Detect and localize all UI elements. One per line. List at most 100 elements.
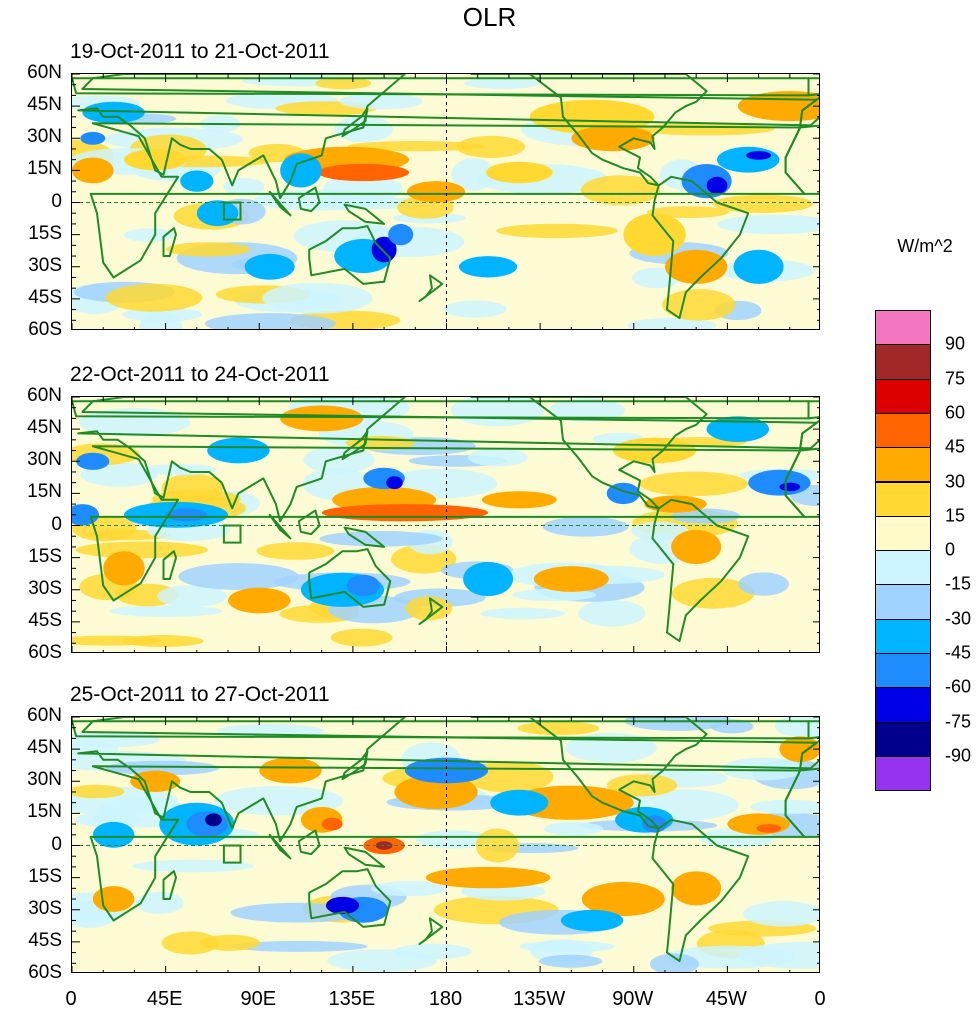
lon-label: 0 (814, 988, 826, 1010)
coastline (89, 445, 806, 602)
coastlines (72, 397, 819, 643)
anomaly-patch (315, 77, 372, 90)
anomaly-blob (746, 151, 772, 160)
anomaly-blob (375, 841, 393, 850)
anomaly-patch (496, 223, 619, 239)
colorbar-swatch (875, 447, 931, 483)
lat-label: 15S (28, 545, 62, 567)
lat-label: 60S (28, 962, 62, 983)
anomaly-patch (178, 563, 299, 590)
anomaly-blob (321, 817, 343, 831)
anomaly-patch (475, 828, 520, 863)
anomaly-blob (280, 405, 364, 432)
lat-label: 45S (28, 609, 62, 631)
region-box (222, 201, 242, 221)
anomaly-patch (456, 135, 526, 158)
anomaly-blob (346, 574, 380, 597)
anomaly-patch (72, 784, 125, 799)
colorbar-swatch (875, 653, 931, 689)
coastline (343, 526, 386, 548)
colorbar-label: 15 (945, 505, 966, 526)
anomaly-blob (186, 811, 228, 837)
coastline (341, 430, 369, 461)
anomaly-blob (205, 813, 222, 827)
colorbar-label: 60 (945, 402, 966, 423)
lon-label: 135W (513, 988, 566, 1010)
colorbar-swatch (875, 755, 931, 792)
anomaly-blob (486, 161, 553, 184)
colorbar-swatch (875, 344, 931, 380)
region-box (222, 524, 242, 544)
anomaly-patch (157, 585, 227, 608)
coastline (308, 548, 392, 608)
lat-label: 45N (27, 737, 62, 759)
lat-label: 30S (28, 577, 62, 599)
colorbar-swatch (875, 515, 931, 552)
anomaly-patch (204, 313, 336, 329)
coastline (308, 868, 392, 928)
anomaly-patch (78, 408, 191, 437)
coastline (297, 509, 321, 536)
anomaly-blob (103, 551, 145, 586)
lat-label: 0 (51, 190, 62, 212)
anomaly-patch (627, 317, 717, 329)
lat-label: 30N (27, 126, 62, 148)
olr-field (72, 717, 819, 972)
anomaly-blob (733, 249, 784, 284)
coastlines (72, 717, 819, 963)
colorbar-swatch (875, 584, 931, 620)
coastline (651, 175, 750, 320)
lat-label: 45S (28, 286, 62, 308)
anomaly-blob (706, 176, 728, 194)
lat-label: 60N (27, 385, 62, 406)
anomaly-blob (671, 871, 722, 906)
anomaly-blob (386, 476, 403, 490)
anomaly-blob (80, 131, 106, 145)
lon-label: 90E (240, 988, 277, 1010)
anomaly-patch (543, 822, 604, 836)
anomaly-blob (244, 253, 295, 280)
map-panel-3 (71, 716, 820, 973)
anomaly-patch (415, 830, 491, 849)
lat-label: 15S (28, 865, 62, 887)
anomaly-blob (388, 223, 414, 246)
coastline (89, 122, 806, 279)
lat-label: 15N (27, 481, 62, 503)
coastline (341, 107, 369, 138)
colorbar-swatch (875, 687, 931, 723)
anomaly-blob (92, 821, 135, 848)
colorbar-swatch (875, 721, 931, 757)
colorbar-swatch (875, 412, 931, 449)
anomaly-patch (721, 757, 804, 781)
coastline (807, 400, 819, 420)
panel-title: 19-Oct-2011 to 21-Oct-2011 (70, 40, 330, 63)
anomaly-patch (109, 605, 223, 617)
anomaly-patch (339, 93, 423, 110)
colorbar-swatch (875, 618, 931, 654)
coastline (268, 190, 292, 217)
anomaly-patch (607, 774, 678, 797)
lat-label: 30N (27, 769, 62, 791)
tick-marks (72, 717, 819, 972)
panel-title: 22-Oct-2011 to 24-Oct-2011 (70, 363, 330, 386)
anomaly-patch (774, 717, 819, 738)
coastline (341, 750, 369, 781)
anomaly-patch (135, 891, 184, 914)
lat-label: 45N (27, 94, 62, 116)
anomaly-blob (92, 886, 135, 912)
anomaly-blob (560, 909, 624, 932)
coastline (418, 274, 444, 302)
lat-label: 15N (27, 801, 62, 823)
anomaly-patch (646, 206, 729, 219)
colorbar-label: -30 (945, 608, 972, 629)
anomaly-blob (165, 508, 208, 522)
coastline (162, 550, 177, 580)
anomaly-patch (370, 881, 448, 897)
anomaly-blob (671, 529, 722, 564)
anomaly-patch (671, 577, 755, 609)
anomaly-blob (665, 249, 728, 284)
tick-marks (72, 397, 819, 652)
anomaly-blob (581, 881, 665, 917)
units-label: W/m^2 (897, 236, 953, 256)
